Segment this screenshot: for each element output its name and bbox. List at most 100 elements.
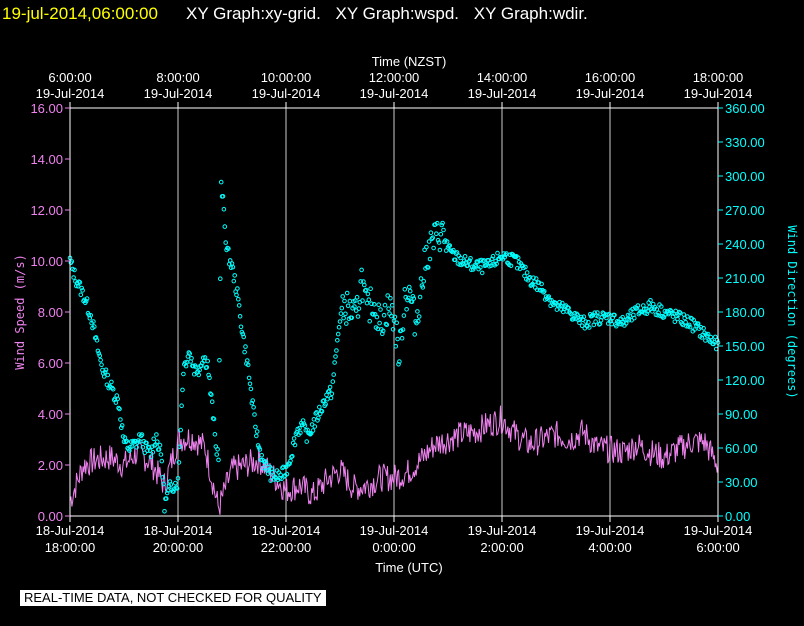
wind-direction-point [249, 400, 255, 406]
wind-direction-point [452, 257, 458, 263]
wind-direction-point [310, 428, 316, 433]
wind-direction-point [380, 328, 386, 334]
wind-direction-point [330, 379, 336, 384]
right-tick-label: 120.00 [725, 373, 765, 388]
wind-direction-point [635, 303, 641, 308]
wind-direction-point [393, 344, 399, 349]
wind-direction-point [246, 375, 252, 381]
wind-direction-point [121, 439, 127, 445]
wind-direction-point [80, 288, 85, 293]
top-tick-date: 19-Jul-2014 [576, 86, 645, 101]
wind-direction-point [344, 290, 350, 296]
wind-direction-point [355, 314, 361, 319]
wind-direction-point [253, 424, 258, 430]
wind-direction-point [236, 296, 241, 302]
bottom-tick-time: 2:00:00 [480, 540, 523, 555]
wind-direction-point [176, 460, 182, 465]
bottom-tick-time: 6:00:00 [696, 540, 739, 555]
wind-direction-point [323, 401, 328, 407]
wind-direction-point [515, 265, 520, 271]
wind-direction-point [344, 321, 349, 326]
wind-direction-point [175, 476, 181, 481]
wind-direction-point [243, 344, 248, 349]
wind-direction-point [303, 427, 309, 433]
wind-direction-point [428, 230, 434, 235]
wind-direction-point [261, 465, 266, 471]
wind-direction-point [389, 303, 395, 308]
bottom-tick-date: 19-Jul-2014 [576, 523, 645, 538]
bottom-tick-date: 18-Jul-2014 [252, 523, 321, 538]
wind-direction-point [247, 381, 253, 387]
wind-direction-point [245, 358, 250, 363]
header-graph-titles: XY Graph:xy-grid. XY Graph:wspd. XY Grap… [186, 4, 598, 24]
wind-direction-point [317, 404, 322, 410]
wind-direction-point [564, 309, 570, 314]
wind-direction-point [197, 367, 202, 373]
left-tick-label: 16.00 [30, 101, 63, 116]
wind-direction-point [677, 310, 683, 316]
wind-direction-point [252, 412, 257, 417]
wind-direction-point [399, 335, 405, 341]
wind-direction-point [655, 312, 661, 318]
wind-direction-point [88, 313, 93, 318]
right-tick-label: 180.00 [725, 305, 765, 320]
wind-direction-point [343, 311, 348, 317]
wind-direction-point [368, 286, 373, 292]
wind-direction-point [418, 276, 424, 281]
top-tick-date: 19-Jul-2014 [360, 86, 429, 101]
wind-direction-point [118, 417, 123, 422]
wind-direction-point [307, 431, 312, 436]
bottom-tick-date: 18-Jul-2014 [144, 523, 213, 538]
wind-direction-point [672, 319, 678, 325]
wind-direction-point [156, 447, 162, 452]
wind-direction-point [438, 231, 444, 237]
header-timestamp: 19-jul-2014,06:00:00 [2, 4, 158, 23]
wind-direction-point [117, 406, 122, 412]
wind-direction-point [101, 374, 107, 379]
wind-direction-point [698, 324, 704, 330]
wind-direction-point [342, 298, 347, 304]
wind-direction-point [204, 365, 210, 370]
right-tick-label: 30.00 [725, 475, 758, 490]
wind-direction-point [161, 481, 166, 487]
wind-direction-point [360, 298, 365, 303]
wind-direction-point [119, 425, 124, 431]
wind-direction-point [581, 314, 587, 320]
wind-direction-series [67, 179, 721, 514]
wind-direction-point [473, 263, 479, 269]
wind-direction-point [78, 292, 84, 298]
wind-direction-point [703, 338, 708, 343]
wind-direction-point [425, 265, 431, 270]
wind-direction-point [659, 304, 664, 309]
wind-direction-point [713, 334, 718, 340]
left-tick-label: 14.00 [30, 152, 63, 167]
wind-direction-point [95, 348, 101, 354]
wind-direction-point [554, 307, 560, 312]
top-tick-date: 19-Jul-2014 [36, 86, 105, 101]
wind-direction-point [434, 220, 440, 226]
wind-direction-point [164, 496, 169, 501]
wind-direction-point [701, 325, 706, 331]
wind-direction-point [356, 306, 362, 311]
wind-direction-point [376, 302, 382, 308]
wind-direction-point [406, 295, 411, 301]
wind-direction-point [436, 240, 442, 245]
wind-direction-point [683, 319, 688, 325]
wind-direction-point [154, 432, 159, 437]
wind-direction-point [341, 315, 346, 321]
wind-direction-point [340, 294, 346, 299]
wind-direction-point [92, 324, 97, 329]
wind-direction-point [430, 235, 436, 240]
wind-direction-point [480, 258, 486, 264]
left-tick-label: 8.00 [38, 305, 63, 320]
wind-direction-point [196, 372, 201, 378]
wind-direction-point [421, 278, 427, 284]
wind-direction-point [129, 444, 135, 449]
wind-direction-point [440, 220, 445, 226]
wind-direction-point [472, 262, 478, 268]
wind-direction-point [206, 372, 211, 378]
wind-direction-point [349, 315, 355, 321]
wind-direction-point [151, 436, 156, 442]
wind-direction-point [215, 447, 220, 452]
